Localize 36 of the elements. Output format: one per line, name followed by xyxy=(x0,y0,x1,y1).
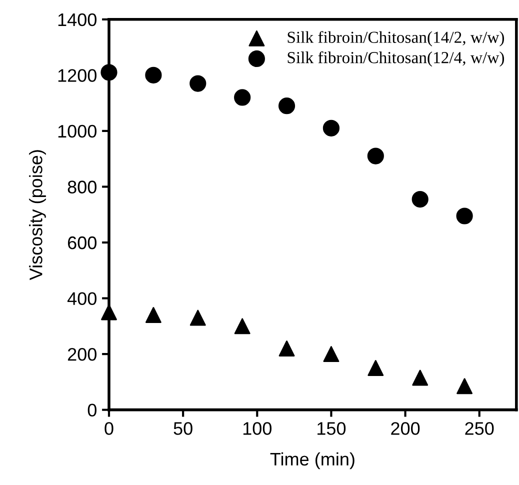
point xyxy=(101,304,117,320)
point xyxy=(190,75,206,92)
point xyxy=(456,378,473,394)
point xyxy=(456,208,473,224)
point xyxy=(190,310,206,326)
point xyxy=(322,120,340,136)
y-tick-label: 400 xyxy=(67,292,96,305)
y-tick-label: 600 xyxy=(68,236,96,250)
x-tick-label: 250 xyxy=(465,422,494,435)
point xyxy=(234,89,251,106)
x-tick-label: 200 xyxy=(391,422,420,435)
point xyxy=(412,190,428,208)
point xyxy=(234,318,250,334)
point xyxy=(278,340,295,356)
x-tick-label: 150 xyxy=(318,422,346,435)
y-axis-title: Viscosity (poise) xyxy=(29,150,46,280)
legend-label: Silk fibroin/Chitosan(12/4, w/w) xyxy=(288,51,504,67)
legend-label: Silk fibroin/Chitosan(14/2, w/w) xyxy=(288,31,504,46)
point xyxy=(368,360,384,376)
y-tick-label: 0 xyxy=(88,404,96,417)
point xyxy=(145,307,162,323)
y-tick-label: 1200 xyxy=(58,69,96,82)
x-axis-title: Time (min) xyxy=(270,452,354,470)
y-tick-label: 200 xyxy=(68,348,96,361)
x-tick-label: 50 xyxy=(174,422,192,435)
point xyxy=(367,148,384,164)
y-tick-label: 1400 xyxy=(58,13,96,26)
y-tick-label: 1000 xyxy=(58,124,96,138)
y-tick-label: 800 xyxy=(68,180,96,194)
x-tick-label: 100 xyxy=(243,422,272,435)
point xyxy=(145,66,162,84)
x-tick-label: 0 xyxy=(104,422,114,435)
point xyxy=(323,346,340,362)
point xyxy=(412,370,428,386)
point xyxy=(278,98,296,114)
point xyxy=(100,64,118,81)
